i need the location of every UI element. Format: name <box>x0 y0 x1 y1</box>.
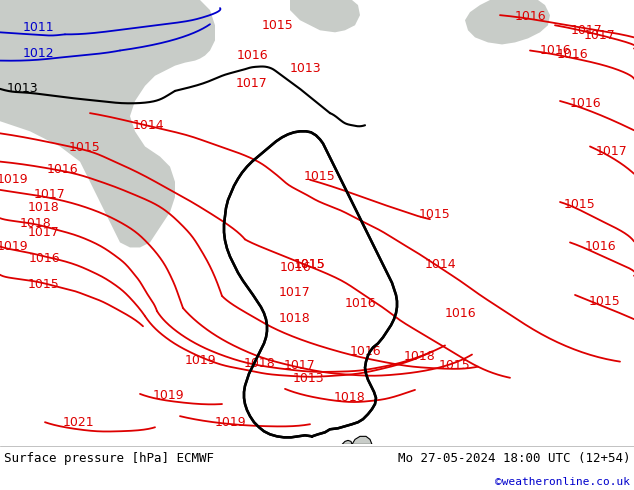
Text: 1015: 1015 <box>294 258 326 271</box>
Text: 1018: 1018 <box>28 200 60 214</box>
Text: 1012: 1012 <box>22 47 54 60</box>
Text: 1015: 1015 <box>439 359 471 372</box>
Text: 1014: 1014 <box>132 119 164 132</box>
Text: 1016: 1016 <box>514 10 546 23</box>
Text: 1019: 1019 <box>0 240 28 253</box>
Text: 1018: 1018 <box>20 217 52 230</box>
Text: 1013: 1013 <box>6 82 38 96</box>
Polygon shape <box>465 0 550 45</box>
Polygon shape <box>0 0 215 247</box>
Text: 1018: 1018 <box>244 357 276 370</box>
Text: 1017: 1017 <box>28 226 60 239</box>
Text: 1019: 1019 <box>0 173 28 186</box>
Text: 1018: 1018 <box>334 392 366 404</box>
Text: 1016: 1016 <box>46 163 78 176</box>
Text: 1017: 1017 <box>284 359 316 372</box>
Polygon shape <box>290 0 360 32</box>
Text: 1016: 1016 <box>539 44 571 57</box>
Text: 1017: 1017 <box>596 145 628 158</box>
Polygon shape <box>352 437 372 444</box>
Text: 1016: 1016 <box>28 252 60 265</box>
Text: 1015: 1015 <box>589 294 621 308</box>
Text: 1016: 1016 <box>556 48 588 61</box>
Text: 1017: 1017 <box>571 24 603 37</box>
Text: 1011: 1011 <box>22 21 54 34</box>
Polygon shape <box>342 441 352 444</box>
Text: Surface pressure [hPa] ECMWF: Surface pressure [hPa] ECMWF <box>4 452 214 465</box>
Text: 1016: 1016 <box>279 261 311 274</box>
Text: 1015: 1015 <box>294 258 326 271</box>
Text: 1017: 1017 <box>236 77 268 90</box>
Text: 1016: 1016 <box>349 345 381 358</box>
Text: 1015: 1015 <box>419 208 451 220</box>
Text: 1017: 1017 <box>34 189 66 201</box>
Text: 1015: 1015 <box>564 197 596 211</box>
Text: 1015: 1015 <box>262 19 294 32</box>
Text: 1016: 1016 <box>344 296 376 310</box>
Text: 1019: 1019 <box>214 416 246 429</box>
Text: 1016: 1016 <box>584 240 616 253</box>
Text: 1021: 1021 <box>62 416 94 429</box>
Text: 1014: 1014 <box>424 258 456 271</box>
Text: Mo 27-05-2024 18:00 UTC (12+54): Mo 27-05-2024 18:00 UTC (12+54) <box>398 452 630 465</box>
Text: 1019: 1019 <box>184 354 216 367</box>
Text: 1013: 1013 <box>289 62 321 75</box>
Text: 1013: 1013 <box>292 372 324 385</box>
Text: ©weatheronline.co.uk: ©weatheronline.co.uk <box>495 477 630 487</box>
Text: 1018: 1018 <box>279 312 311 325</box>
Text: 1016: 1016 <box>236 49 268 62</box>
Text: 1017: 1017 <box>279 287 311 299</box>
Text: 1016: 1016 <box>569 97 601 110</box>
Text: 1015: 1015 <box>69 141 101 154</box>
Text: 1015: 1015 <box>28 278 60 292</box>
Text: 1019: 1019 <box>152 390 184 402</box>
Text: 1015: 1015 <box>304 170 336 183</box>
Text: 1016: 1016 <box>444 307 476 319</box>
Text: 1018: 1018 <box>404 350 436 363</box>
Text: 1017: 1017 <box>584 29 616 42</box>
